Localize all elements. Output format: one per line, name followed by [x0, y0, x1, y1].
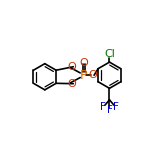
Text: F: F [107, 105, 112, 115]
Text: Cl: Cl [104, 49, 115, 59]
Text: O: O [67, 79, 76, 89]
Text: P: P [79, 69, 87, 82]
Text: O: O [79, 58, 88, 68]
Text: F: F [100, 102, 106, 112]
Text: O: O [88, 70, 97, 80]
Text: O: O [67, 62, 76, 72]
Text: F: F [113, 102, 119, 112]
